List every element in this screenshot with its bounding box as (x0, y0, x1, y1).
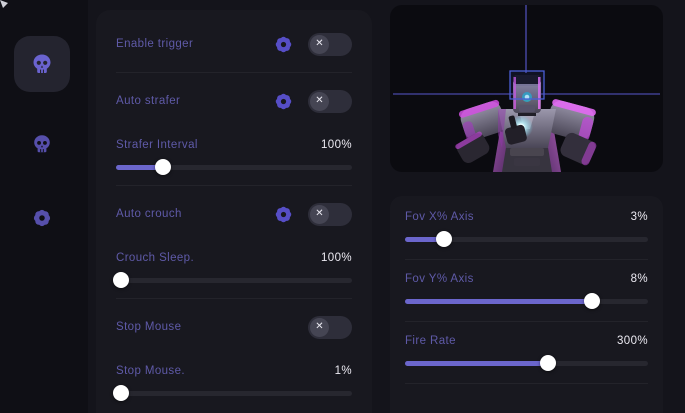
sidebar (0, 0, 88, 413)
mouse-cursor (0, 0, 8, 8)
slider-thumb[interactable] (540, 355, 557, 371)
slider-fov-x[interactable] (405, 231, 648, 247)
feature-label: Auto crouch (116, 208, 182, 220)
slider-crouch-sleep[interactable] (112, 272, 352, 288)
toggle-switch-off[interactable]: ✕ (308, 89, 352, 113)
slider-thumb[interactable] (112, 272, 129, 288)
toggle-x-icon: ✕ (310, 34, 329, 54)
slider-value: 300% (616, 335, 648, 347)
slider-row-fire-rate: Fire Rate 300% (405, 322, 648, 383)
aim-preview-panel (390, 5, 663, 172)
slider-track[interactable] (116, 278, 352, 283)
toggle-switch-off[interactable]: ✕ (308, 32, 352, 56)
slider-label: Fov X% Axis (405, 211, 474, 223)
aim-settings-panel: Fov X% Axis 3% Fov Y% Axis 8% (390, 196, 663, 413)
gear-icon[interactable] (272, 90, 294, 112)
toggle-switch-off[interactable]: ✕ (308, 202, 352, 226)
skull-icon (34, 135, 50, 153)
toggle-switch-off[interactable]: ✕ (308, 315, 352, 339)
divider (405, 383, 648, 384)
slider-fill (405, 237, 444, 242)
toggle-x-icon: ✕ (310, 91, 329, 111)
slider-thumb[interactable] (435, 231, 452, 247)
slider-label: Strafer Interval (116, 139, 198, 151)
slider-row-crouch-sleep: Crouch Sleep. 100% (112, 242, 352, 298)
slider-fill (116, 165, 164, 170)
slider-value: 3% (630, 211, 648, 223)
robot-model (455, 75, 597, 172)
slider-row-fov-y: Fov Y% Axis 8% (405, 260, 648, 321)
feature-row-auto-crouch: Auto crouch ✕ (116, 186, 352, 242)
head-hitbox-outline (509, 70, 545, 100)
slider-thumb[interactable] (112, 385, 129, 401)
feature-label: Enable trigger (116, 38, 194, 50)
sidebar-item-player[interactable] (14, 116, 70, 172)
toggle-x-icon: ✕ (310, 317, 329, 337)
slider-track[interactable] (405, 237, 648, 242)
divider (405, 321, 648, 322)
slider-track[interactable] (116, 165, 352, 170)
slider-fov-y[interactable] (405, 293, 648, 309)
slider-value: 1% (334, 365, 352, 377)
divider (405, 259, 648, 260)
slider-value: 8% (630, 273, 648, 285)
feature-row-enable-trigger: Enable trigger ✕ (116, 16, 352, 72)
feature-row-auto-strafer: Auto strafer ✕ (116, 73, 352, 129)
toggle-x-icon: ✕ (310, 204, 329, 224)
slider-value: 100% (320, 252, 352, 264)
slider-row-fov-x: Fov X% Axis 3% (405, 198, 648, 259)
slider-stop-mouse[interactable] (112, 385, 352, 401)
feature-row-stop-mouse: Stop Mouse ✕ (116, 299, 352, 355)
gear-icon (33, 209, 51, 227)
gear-icon[interactable] (272, 203, 294, 225)
slider-strafer-interval[interactable] (116, 159, 352, 175)
divider (116, 72, 352, 73)
slider-label: Stop Mouse. (116, 365, 185, 377)
sidebar-item-settings[interactable] (14, 190, 70, 246)
feature-label: Stop Mouse (116, 321, 182, 333)
slider-fill (405, 299, 593, 304)
slider-thumb[interactable] (584, 293, 601, 309)
features-panel: Enable trigger ✕ Auto strafer ✕ Strafer … (96, 10, 372, 413)
slider-track[interactable] (116, 391, 352, 396)
divider (116, 298, 352, 299)
slider-fire-rate[interactable] (405, 355, 648, 371)
gear-icon[interactable] (272, 33, 294, 55)
slider-row-stop-mouse: Stop Mouse. 1% (112, 355, 352, 411)
feature-label: Auto strafer (116, 95, 181, 107)
skull-icon (33, 54, 51, 73)
slider-thumb[interactable] (155, 159, 172, 175)
slider-label: Fire Rate (405, 335, 456, 347)
sidebar-item-cheats[interactable] (14, 36, 70, 92)
slider-fill (405, 361, 549, 366)
robot-aim-preview (393, 5, 660, 172)
divider (116, 185, 352, 186)
slider-row-strafer-interval: Strafer Interval 100% (116, 129, 352, 185)
slider-label: Crouch Sleep. (116, 252, 195, 264)
slider-value: 100% (320, 139, 352, 151)
slider-label: Fov Y% Axis (405, 273, 474, 285)
